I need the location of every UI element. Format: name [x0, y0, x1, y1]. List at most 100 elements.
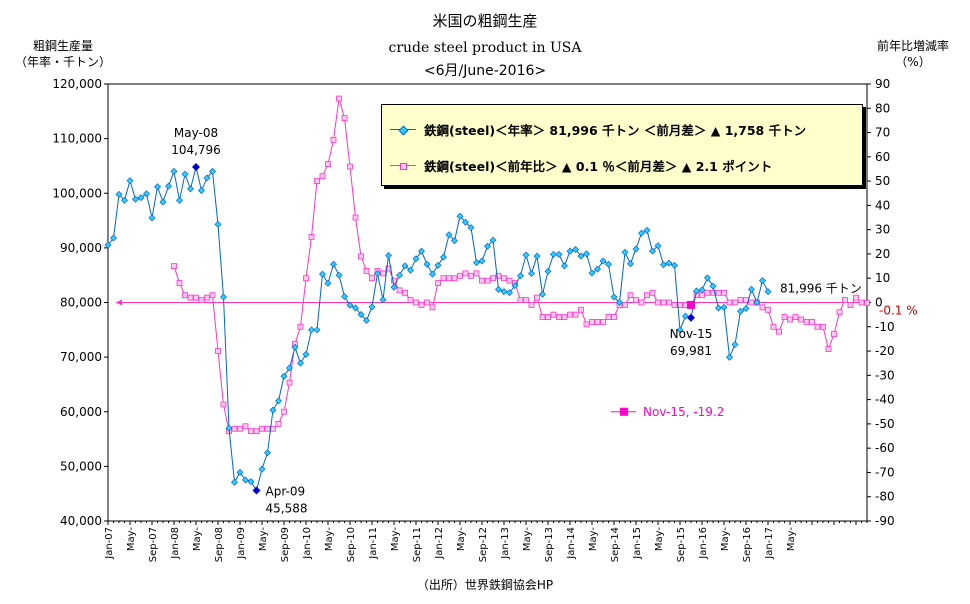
axes-layer: 40,000 50,000 60,000 70,000 80,000 90,000 100,… — [52, 77, 894, 562]
series-point-yoy — [451, 275, 458, 282]
series-point-production — [495, 285, 502, 293]
series-point-production — [137, 194, 145, 202]
series-point-yoy — [781, 314, 788, 320]
series-point-production — [126, 177, 134, 185]
x-tick-label: May- — [786, 527, 797, 551]
left-tick-label: 70,000 — [60, 350, 102, 364]
series-point-production — [115, 190, 123, 198]
right-tick-label: -40 — [875, 393, 895, 407]
series-point-production — [154, 183, 161, 191]
right-tick-label: 40 — [875, 198, 890, 212]
series-point-yoy — [787, 316, 793, 323]
chart-title: 米国の粗鋼生産 — [432, 12, 538, 30]
series-point-production — [110, 234, 117, 242]
series-point-yoy — [671, 302, 678, 308]
chart-period: <6月/June-2016> — [423, 63, 547, 79]
left-tick-label: 60,000 — [60, 405, 102, 419]
series-point-production — [423, 260, 431, 268]
series-point-production — [654, 242, 662, 250]
series-point-yoy — [561, 314, 568, 320]
x-tick-label: Sep-10 — [346, 527, 357, 562]
x-tick-label: Sep-16 — [742, 527, 753, 562]
x-tick-label: Sep-09 — [280, 527, 291, 562]
series-point-yoy — [407, 297, 414, 303]
series-point-production — [412, 255, 420, 263]
series-point-yoy — [490, 275, 496, 282]
x-tick-label: May- — [654, 527, 665, 551]
series-point-production — [484, 242, 491, 250]
series-point-yoy — [182, 292, 188, 299]
series-point-yoy — [237, 425, 243, 432]
series-point-yoy — [440, 275, 447, 282]
zero-reference-arrow — [116, 299, 122, 306]
series-point-yoy — [352, 214, 359, 221]
series-point-yoy — [517, 297, 524, 303]
series-point-production — [478, 257, 486, 265]
series-point-yoy — [297, 323, 304, 330]
series-point-production — [132, 195, 139, 203]
series-point-production — [566, 247, 574, 255]
series-point-production — [489, 236, 497, 244]
left-axis-title: 粗鋼生産量 （年率・千トン） — [8, 38, 118, 70]
right-tick-label: -50 — [875, 417, 895, 431]
right-tick-label: 80 — [875, 101, 890, 115]
series-point-yoy — [737, 297, 744, 303]
series-point-yoy — [341, 115, 348, 121]
series-point-yoy — [380, 270, 386, 277]
annotation-nov15-yoy-label: Nov-15, -19.2 — [643, 405, 724, 419]
series-point-yoy — [171, 263, 177, 269]
x-tick-label: May- — [720, 527, 731, 551]
x-tick-label: Jan-08 — [170, 527, 181, 560]
series-point-yoy — [220, 401, 227, 408]
series-point-yoy — [484, 277, 491, 284]
series-point-production — [104, 241, 112, 249]
series-point-yoy — [820, 323, 826, 330]
series-point-yoy — [594, 319, 601, 325]
series-point-production — [308, 326, 315, 334]
series-point-production — [731, 341, 739, 349]
x-tick-label: Jan-15 — [632, 527, 643, 560]
x-tick-label: May- — [588, 527, 599, 551]
series-point-yoy — [396, 287, 403, 294]
series-point-production — [181, 170, 189, 178]
annotation-yoy-marker — [620, 407, 628, 416]
series-point-yoy — [638, 299, 645, 306]
series-point-production — [286, 364, 293, 372]
series-point-yoy — [550, 311, 557, 318]
legend-item-yoy: 鉄鋼(steel)＜前年比＞ ▲ 0.1 ％＜前月差＞ ▲ 2.1 ポイント — [390, 156, 772, 175]
series-point-yoy — [847, 302, 854, 308]
series-point-production — [467, 224, 475, 232]
series-point-yoy — [187, 294, 194, 301]
series-point-yoy — [248, 428, 254, 435]
series-point-yoy — [308, 234, 315, 240]
series-point-production — [649, 247, 656, 255]
series-point-yoy — [748, 299, 755, 306]
series-point-production — [170, 167, 178, 175]
x-tick-label: Sep-08 — [214, 527, 225, 562]
series-point-production — [511, 282, 519, 290]
series-point-production — [676, 326, 684, 334]
series-point-yoy — [649, 289, 656, 296]
right-tick-label: 20 — [875, 247, 890, 261]
x-tick-label: Jan-11 — [368, 527, 379, 560]
x-tick-label: May- — [324, 527, 335, 551]
series-point-production — [220, 293, 227, 301]
series-point-yoy — [611, 314, 617, 320]
series-point-yoy — [418, 302, 425, 308]
series-point-yoy — [204, 294, 210, 301]
x-tick-label: May- — [192, 527, 203, 551]
series-point-production — [390, 283, 398, 291]
series-point-production — [539, 290, 546, 298]
series-point-production — [506, 289, 513, 297]
series-point-yoy — [572, 311, 579, 318]
x-tick-label: Sep-11 — [412, 527, 423, 562]
series-point-yoy — [209, 292, 216, 299]
series-point-yoy — [369, 275, 375, 282]
series-point-production — [605, 260, 612, 268]
series-point-production — [291, 343, 299, 351]
series-point-yoy — [435, 280, 441, 286]
annotation-latest-production: 81,996 千トン — [780, 282, 862, 296]
series-point-production — [341, 292, 348, 300]
x-tick-label: Jan-14 — [566, 527, 577, 560]
